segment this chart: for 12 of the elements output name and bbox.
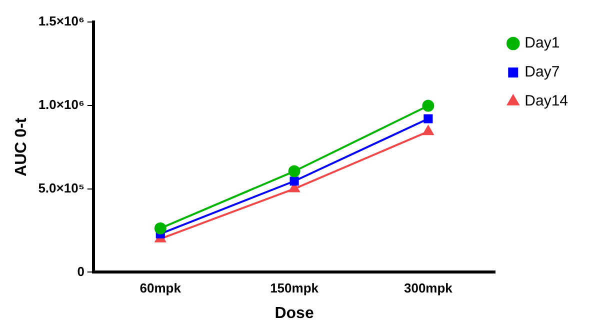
x-tick-label: 150mpk: [270, 280, 320, 296]
y-tick-label: 0: [77, 264, 84, 279]
y-axis-title: AUC 0-t: [13, 117, 30, 176]
legend-label: Day1: [524, 34, 560, 52]
legend-label: Day14: [524, 92, 568, 110]
legend-label: Day7: [524, 64, 560, 81]
y-tick-label: 1.5×10⁶: [38, 14, 84, 29]
x-tick-label: 60mpk: [140, 280, 182, 296]
y-tick-label: 1.0×10⁶: [38, 96, 84, 112]
x-tick-label: 300mpk: [404, 280, 454, 296]
x-axis-title: Dose: [274, 304, 314, 322]
y-tick-label: 5.0×10⁵: [38, 180, 84, 196]
